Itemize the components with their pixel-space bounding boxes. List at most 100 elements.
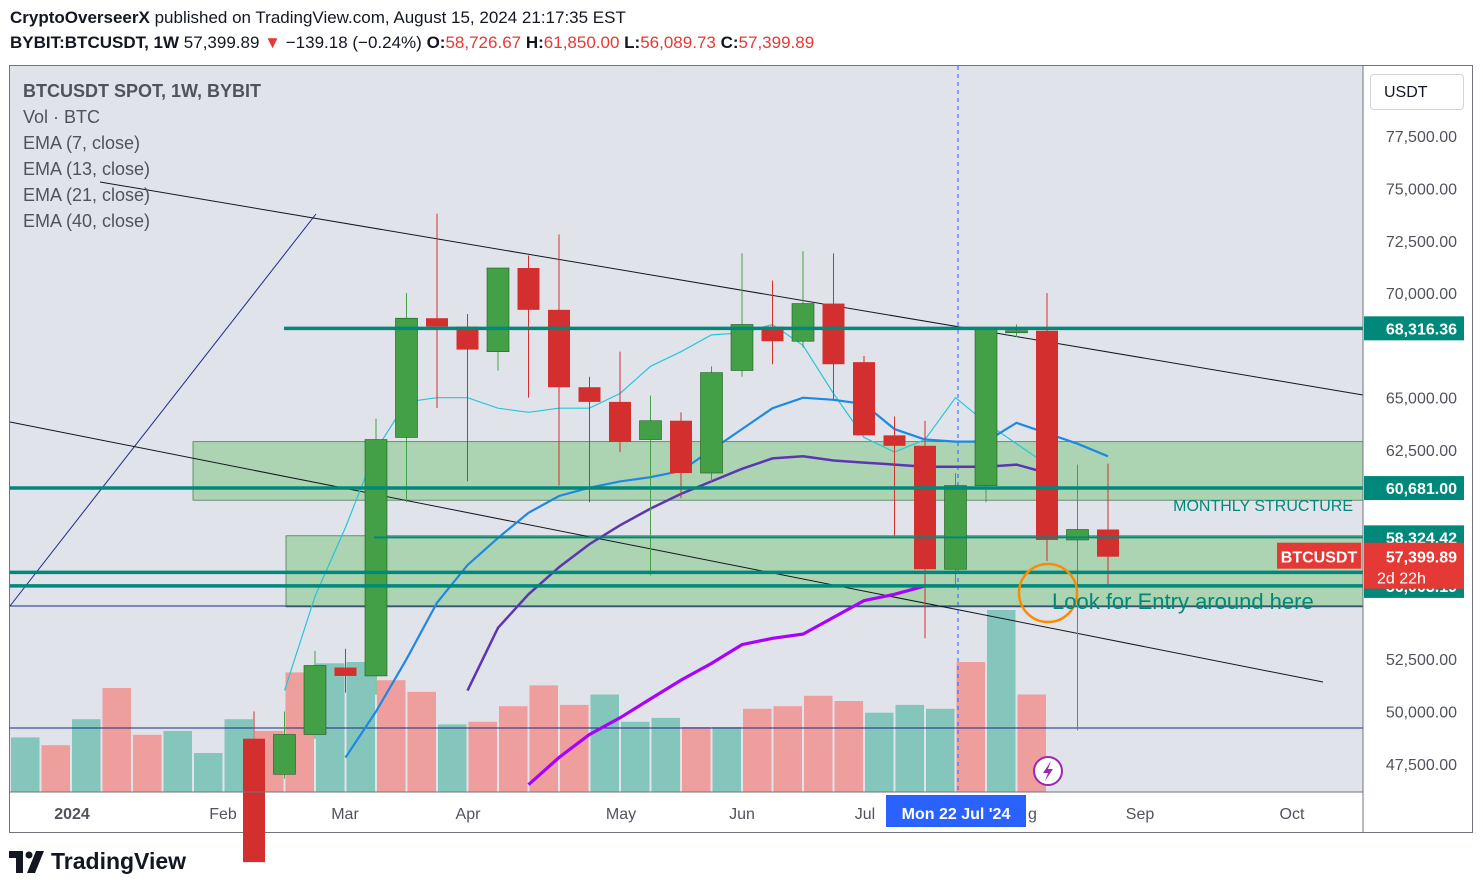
level-price-tag: [1364, 476, 1464, 501]
candle: [853, 355, 875, 436]
down-arrow-icon: ▼: [264, 33, 281, 52]
price-tick-label: 47,500.00: [1386, 757, 1457, 774]
symbol-header: BYBIT:BTCUSDT, 1W 57,399.89 ▼ −139.18 (−…: [10, 33, 814, 53]
high-label: H:: [525, 33, 544, 52]
price-tick-label: 77,500.00: [1386, 129, 1457, 146]
volume-bar: [560, 704, 589, 792]
price-tick-label: 75,000.00: [1386, 182, 1457, 199]
volume-bar: [438, 724, 467, 792]
candle: [364, 418, 388, 695]
candle-body: [273, 734, 296, 775]
price-tick-label: 65,000.00: [1386, 391, 1457, 408]
candle-body: [791, 303, 815, 342]
price-tick-label: 52,500.00: [1386, 652, 1457, 669]
candle: [243, 711, 265, 863]
zone-1: [192, 441, 1364, 501]
candle-body: [456, 326, 479, 350]
price-unit-selector[interactable]: USDT: [1370, 74, 1464, 110]
legend-ema13[interactable]: EMA (13, close): [23, 159, 151, 179]
volume-bar: [133, 734, 162, 792]
candle: [303, 650, 327, 739]
legend-ema40[interactable]: EMA (40, close): [23, 211, 151, 231]
volume-bar: [468, 721, 497, 792]
last-price: 57,399.89: [183, 33, 260, 52]
legend-volume[interactable]: Vol · BTC: [23, 107, 101, 127]
candle-body: [578, 387, 601, 402]
time-tick-label: Sep: [1126, 806, 1155, 823]
close-value: 57,399.89: [738, 33, 815, 52]
footer-brand: TradingView: [51, 848, 187, 874]
volume-bar: [834, 701, 863, 792]
volume-bar: [804, 695, 833, 792]
candle-body: [1005, 330, 1028, 334]
lightning-icon: [1033, 756, 1063, 786]
candle: [914, 420, 936, 639]
time-tick-label: 2024: [54, 806, 90, 823]
tradingview-logo-icon: [9, 850, 44, 873]
footer-logo[interactable]: TradingView: [9, 848, 186, 875]
candle-body: [303, 665, 327, 735]
author-name[interactable]: CryptoOverseerX: [10, 8, 150, 27]
price-tick-label: 50,000.00: [1386, 705, 1457, 722]
time-tick-label: Apr: [456, 806, 482, 823]
candle: [944, 473, 967, 586]
candle-body: [395, 317, 418, 438]
candle-body: [1066, 529, 1089, 541]
volume-bar: [651, 717, 680, 792]
price-change: −139.18 (−0.24%): [285, 33, 422, 52]
candle-body: [822, 303, 845, 365]
volume-bar: [72, 719, 101, 792]
legend-ema21[interactable]: EMA (21, close): [23, 185, 151, 205]
candle-body: [1036, 330, 1058, 540]
candle-body: [426, 318, 448, 327]
volume-bar: [773, 706, 802, 792]
volume-bar: [499, 706, 528, 792]
candle: [334, 648, 357, 693]
ema21-line: [466, 455, 1048, 692]
volume-bar: [377, 680, 406, 792]
candle: [486, 267, 510, 371]
time-tick-label: May: [606, 806, 636, 823]
candle-body: [1097, 529, 1119, 557]
candle-body: [700, 372, 723, 474]
volume-bar: [621, 721, 650, 792]
trendline-lower: [9, 421, 1324, 683]
volume-bar: [987, 610, 1016, 792]
volume-bar: [346, 662, 375, 792]
chart-frame: [9, 65, 1473, 833]
open-label: O:: [426, 33, 446, 52]
chart-legend: BTCUSDT SPOT, 1W, BYBIT Vol · BTC EMA (7…: [23, 78, 261, 234]
volume-bar: [102, 688, 131, 792]
level-price-label: 68,316.36: [1386, 321, 1457, 338]
candle-body: [883, 435, 906, 446]
candle-body: [761, 326, 784, 342]
candle: [609, 351, 631, 453]
candle: [1097, 463, 1119, 585]
symbol-name[interactable]: BYBIT:BTCUSDT, 1W: [10, 33, 180, 52]
volume-bar: [41, 745, 70, 792]
legend-ema7[interactable]: EMA (7, close): [23, 133, 141, 153]
candle-body: [944, 485, 967, 570]
candle-body: [853, 362, 875, 436]
candle-body: [486, 267, 510, 352]
symbol-tag-label: BTCUSDT: [1281, 550, 1358, 567]
candle-body: [639, 420, 662, 440]
volume-bar: [529, 685, 558, 792]
candle: [456, 314, 479, 482]
time-tick-label-partial: g: [1028, 806, 1037, 823]
legend-title[interactable]: BTCUSDT SPOT, 1W, BYBIT: [23, 81, 262, 101]
candle: [761, 280, 784, 365]
candle-body: [974, 328, 998, 486]
candle: [273, 711, 296, 779]
trendline-upper: [99, 181, 1364, 396]
candle: [700, 366, 723, 482]
candle-body: [730, 324, 754, 371]
price-tick-label: 72,500.00: [1386, 234, 1457, 251]
volume-bar: [895, 704, 924, 792]
current-price-tag: [1364, 542, 1464, 589]
low-value: 56,089.73: [640, 33, 716, 52]
time-tick-label: Jul: [855, 806, 875, 823]
open-value: 58,726.67: [445, 33, 522, 52]
close-label: C:: [720, 33, 739, 52]
